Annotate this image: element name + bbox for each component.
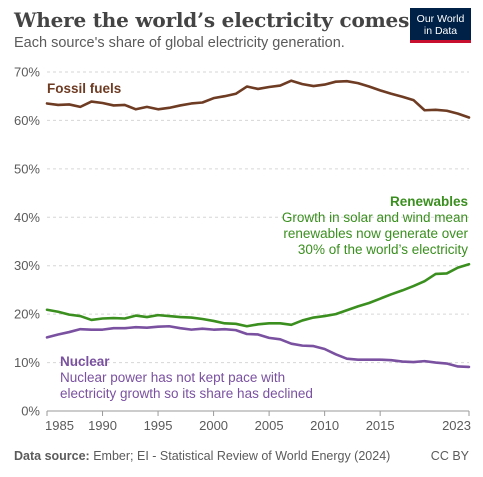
data-source-label: Data source: — [14, 449, 90, 463]
y-tick-label: 40% — [14, 210, 40, 225]
y-tick-label: 60% — [14, 113, 40, 128]
series-line-renewables — [45, 262, 471, 328]
chart-subtitle: Each source's share of global electricit… — [14, 35, 345, 51]
y-tick-label: 0% — [21, 404, 40, 419]
x-tick-label: 2010 — [310, 418, 339, 433]
line-chart: 0% 10% 20% 30% 40% 50% 60% 70% 1985 1990 1995 2000… — [14, 65, 471, 434]
y-axis-ticks: 0% 10% 20% 30% 40% 50% 60% 70% — [14, 65, 40, 419]
y-tick-label: 50% — [14, 161, 40, 176]
logo-line1: Our World — [416, 13, 465, 25]
x-tick-label: 2023 — [442, 418, 471, 433]
series-lines — [45, 79, 471, 369]
nuclear-annotation-line: Nuclear power has not kept pace with — [60, 370, 285, 385]
license-link[interactable]: CC BY — [430, 449, 469, 463]
data-source: Data source: Ember; EI - Statistical Rev… — [14, 449, 390, 463]
logo-line2: in Data — [423, 25, 458, 37]
x-tick-label: 1990 — [88, 418, 117, 433]
nuclear-annotation-line: electricity growth so its share has decl… — [60, 386, 313, 401]
x-axis-ticks: 1985 1990 1995 2000 2005 2010 2015 2023 — [45, 411, 471, 433]
y-tick-label: 10% — [14, 355, 40, 370]
fossil-fuels-label: Fossil fuels — [47, 81, 121, 96]
grid-lines — [47, 71, 469, 412]
owid-logo[interactable]: Our World in Data — [410, 8, 471, 43]
renewables-annotation-line: Growth in solar and wind mean — [282, 210, 468, 225]
series-line-nuclear — [45, 324, 471, 369]
data-source-text: Ember; EI - Statistical Review of World … — [93, 449, 391, 463]
chart-title: Where the world’s electricity comes from — [14, 8, 469, 32]
x-tick-label: 1985 — [45, 418, 74, 433]
x-tick-label: 2005 — [255, 418, 284, 433]
x-tick-label: 2000 — [199, 418, 228, 433]
x-tick-label: 2015 — [366, 418, 395, 433]
y-tick-label: 30% — [14, 258, 40, 273]
series-line-fossil — [45, 79, 471, 119]
renewables-annotation-line: 30% of the world’s electricity — [298, 242, 468, 257]
nuclear-label: Nuclear — [60, 354, 110, 369]
x-tick-label: 1995 — [144, 418, 173, 433]
y-tick-label: 20% — [14, 307, 40, 322]
renewables-label: Renewables — [390, 194, 468, 209]
renewables-annotation-line: renewables now generate over — [283, 226, 468, 241]
y-tick-label: 70% — [14, 65, 40, 80]
